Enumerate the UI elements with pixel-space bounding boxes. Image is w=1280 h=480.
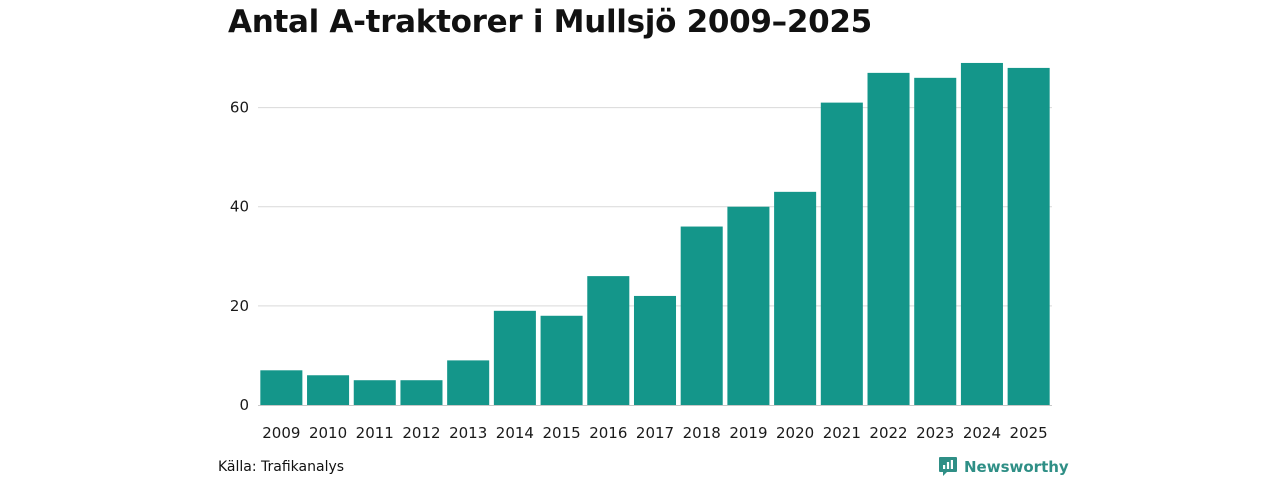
- x-tick-label: 2020: [776, 424, 814, 442]
- x-tick-label: 2010: [309, 424, 347, 442]
- bar-2023: [914, 77, 957, 405]
- bar-2021: [820, 102, 863, 405]
- x-tick-label: 2017: [636, 424, 674, 442]
- bar-2020: [774, 191, 817, 405]
- brand-logo: Newsworthy: [938, 456, 1069, 478]
- bar-2009: [260, 370, 303, 405]
- brand-name: Newsworthy: [964, 458, 1069, 476]
- y-tick-label: 20: [230, 297, 249, 315]
- bar-2018: [680, 226, 723, 405]
- bar-2010: [307, 375, 350, 405]
- newsworthy-logo-icon: [939, 457, 957, 476]
- x-tick-label: 2012: [402, 424, 440, 442]
- x-axis-labels: 2009 2010 2011 2012 2013 2014 2015 2016 2017 2018…: [262, 424, 1047, 442]
- source-note: Källa: Trafikanalys: [218, 459, 345, 475]
- x-tick-label: 2025: [1010, 424, 1048, 442]
- bar-2022: [867, 72, 910, 405]
- bars: [260, 62, 1050, 406]
- bar-2015: [540, 315, 583, 405]
- bar-2016: [587, 276, 630, 405]
- bar-2012: [400, 380, 443, 405]
- x-tick-label: 2011: [356, 424, 394, 442]
- x-tick-label: 2016: [589, 424, 627, 442]
- x-tick-label: 2009: [262, 424, 300, 442]
- bar-2025: [1007, 67, 1050, 406]
- bar-2014: [493, 310, 536, 405]
- x-tick-label: 2018: [683, 424, 721, 442]
- y-tick-label: 60: [230, 99, 249, 117]
- y-tick-label: 0: [239, 396, 249, 414]
- x-tick-label: 2023: [916, 424, 954, 442]
- bar-2024: [960, 62, 1003, 405]
- x-tick-label: 2014: [496, 424, 534, 442]
- x-tick-label: 2024: [963, 424, 1001, 442]
- bar-2019: [727, 206, 770, 405]
- x-tick-label: 2013: [449, 424, 487, 442]
- bar-2017: [633, 295, 677, 405]
- x-tick-label: 2019: [729, 424, 767, 442]
- y-tick-label: 40: [230, 198, 249, 216]
- x-tick-label: 2022: [869, 424, 907, 442]
- bar-2013: [447, 360, 490, 405]
- x-tick-label: 2015: [542, 424, 580, 442]
- x-tick-label: 2021: [823, 424, 861, 442]
- chart-title: Antal A-traktorer i Mullsjö 2009–2025: [228, 4, 872, 40]
- bar-2011: [353, 380, 396, 405]
- y-axis-labels: 0 20 40 60: [230, 99, 249, 414]
